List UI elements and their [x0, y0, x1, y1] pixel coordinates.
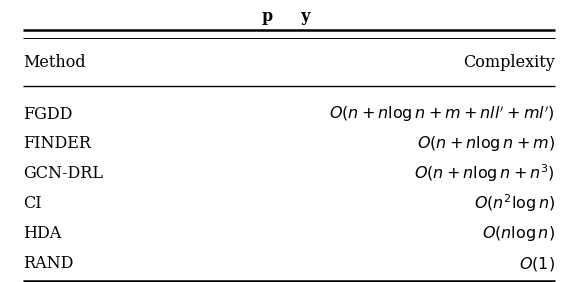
Text: Complexity: Complexity — [463, 54, 555, 70]
Text: $O(n^{2}\log n)$: $O(n^{2}\log n)$ — [474, 193, 555, 214]
Text: $O(n + n\log n + m + nll^{\prime} + ml^{\prime})$: $O(n + n\log n + m + nll^{\prime} + ml^{… — [329, 104, 555, 124]
Text: $O(n\log n)$: $O(n\log n)$ — [482, 224, 555, 243]
Text: p     y: p y — [262, 8, 310, 25]
Text: FINDER: FINDER — [23, 135, 91, 152]
Text: CI: CI — [23, 195, 42, 212]
Text: $O(n + n\log n + m)$: $O(n + n\log n + m)$ — [417, 134, 555, 153]
Text: RAND: RAND — [23, 255, 73, 272]
Text: $O(n + n\log n + n^{3})$: $O(n + n\log n + n^{3})$ — [414, 163, 555, 184]
Text: FGDD: FGDD — [23, 106, 72, 123]
Text: Method: Method — [23, 54, 85, 70]
Text: HDA: HDA — [23, 225, 61, 242]
Text: GCN-DRL: GCN-DRL — [23, 165, 103, 182]
Text: $O(1)$: $O(1)$ — [519, 255, 555, 273]
